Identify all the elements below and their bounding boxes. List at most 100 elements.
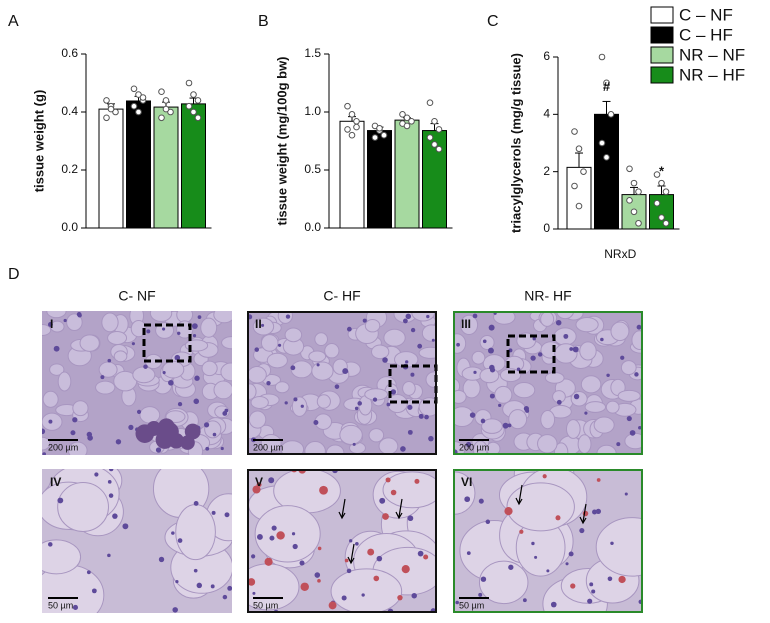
nucleus xyxy=(256,534,263,540)
cell xyxy=(595,517,643,577)
nucleus xyxy=(171,531,175,535)
cell xyxy=(66,313,83,332)
nucleus xyxy=(534,555,538,559)
nucleus xyxy=(591,589,596,594)
nucleus xyxy=(291,532,296,536)
cell xyxy=(42,539,82,575)
cell xyxy=(72,400,89,417)
nucleus xyxy=(516,367,521,371)
cell xyxy=(213,380,232,400)
nucleus xyxy=(224,408,229,413)
arrow xyxy=(518,484,523,504)
data-point xyxy=(630,208,638,216)
nucleus xyxy=(386,402,391,407)
y-axis-label: tissue weight (g) xyxy=(31,90,46,193)
nucleus xyxy=(94,472,99,477)
data-point xyxy=(571,182,578,190)
bar xyxy=(153,106,179,229)
arrow xyxy=(341,498,346,518)
data-point xyxy=(426,99,434,107)
lipid-droplet xyxy=(344,558,349,563)
nucleus xyxy=(361,593,365,597)
cell xyxy=(610,321,630,342)
nucleus xyxy=(522,598,527,603)
nucleus xyxy=(572,346,579,353)
error-bar xyxy=(602,100,611,115)
scale-bar-label: 50 µm xyxy=(253,600,278,610)
data-point xyxy=(630,179,638,187)
cell xyxy=(57,371,72,392)
nucleus xyxy=(485,519,491,525)
nucleus xyxy=(431,338,435,342)
data-point xyxy=(571,128,578,135)
nucleus xyxy=(502,422,509,429)
lipid-droplet xyxy=(252,485,261,494)
lipid-droplet xyxy=(618,575,626,584)
y-tick-label: 2 xyxy=(543,164,550,178)
lipid-droplet xyxy=(542,474,547,479)
bar xyxy=(181,103,206,229)
nucleus xyxy=(285,314,291,319)
cell xyxy=(324,342,340,359)
data-point xyxy=(158,88,165,95)
nucleus xyxy=(193,398,200,405)
lipid-droplet xyxy=(382,513,389,520)
nucleus xyxy=(634,372,639,377)
nucleus xyxy=(489,393,495,399)
nucleus xyxy=(251,554,256,559)
nucleus xyxy=(472,313,478,319)
data-point xyxy=(112,108,119,116)
legend-label: NR – NF xyxy=(679,45,745,64)
nucleus xyxy=(175,580,179,584)
cell xyxy=(304,441,326,455)
nucleus xyxy=(76,311,82,317)
nucleus xyxy=(177,331,181,335)
column-title: NR- HF xyxy=(524,288,571,304)
nucleus xyxy=(42,428,46,435)
image-content xyxy=(42,311,232,455)
nucleus xyxy=(293,397,298,402)
nucleus xyxy=(530,355,536,361)
cell xyxy=(512,381,536,399)
image-frame xyxy=(247,469,437,613)
cell xyxy=(149,311,173,322)
cell xyxy=(101,312,119,333)
cell xyxy=(284,327,303,343)
nucleus xyxy=(587,598,593,604)
data-point xyxy=(603,154,610,161)
nucleus xyxy=(573,393,580,400)
nucleus xyxy=(352,442,356,446)
image-content xyxy=(453,311,643,455)
scale-bar-label: 50 µm xyxy=(48,600,73,610)
cell xyxy=(617,389,641,402)
cell xyxy=(566,419,581,439)
cell xyxy=(570,390,588,407)
nucleus xyxy=(376,555,383,562)
gland xyxy=(159,421,179,442)
cell xyxy=(453,389,467,404)
nucleus xyxy=(227,585,232,591)
nucleus xyxy=(589,582,594,587)
nucleus xyxy=(268,477,275,484)
lipid-droplet xyxy=(555,515,561,521)
nucleus xyxy=(269,535,275,541)
nucleus xyxy=(466,551,471,555)
lipid-droplet xyxy=(319,485,328,495)
nucleus xyxy=(86,570,91,575)
data-point xyxy=(431,141,438,148)
cell xyxy=(481,418,503,434)
cell xyxy=(544,371,565,384)
nucleus xyxy=(354,406,359,411)
nucleus xyxy=(390,389,397,395)
data-point xyxy=(130,85,138,93)
cell xyxy=(266,352,288,369)
nucleus xyxy=(480,576,487,582)
nucleus xyxy=(523,406,529,412)
nucleus xyxy=(70,430,76,436)
nucleus xyxy=(47,542,53,547)
cell xyxy=(311,361,334,381)
nucleus xyxy=(53,345,60,352)
nucleus xyxy=(531,541,535,546)
y-axis-label: triacylglycerols (mg/g tissue) xyxy=(508,53,523,233)
cell xyxy=(584,401,607,413)
